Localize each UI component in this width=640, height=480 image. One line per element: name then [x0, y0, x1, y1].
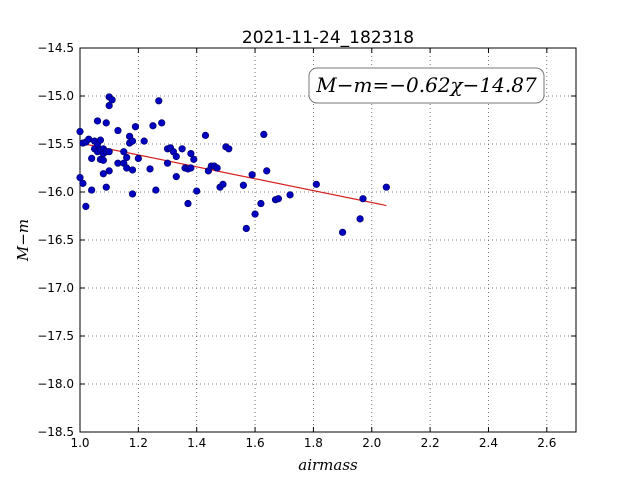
data-point: [286, 191, 294, 199]
fit-equation: M−m=−0.62χ−14.87: [315, 73, 537, 97]
x-tick-label: 2.2: [421, 436, 440, 450]
data-point: [193, 187, 201, 195]
x-tick-label: 1.6: [246, 436, 265, 450]
data-point: [239, 181, 247, 189]
data-point: [155, 97, 163, 105]
data-point: [123, 153, 131, 162]
x-tick-label: 1.4: [187, 436, 206, 450]
data-point: [257, 199, 265, 208]
data-point: [225, 145, 233, 153]
fit-line-group: [79, 142, 387, 207]
data-points: [76, 93, 390, 236]
data-point: [108, 96, 116, 104]
data-point: [114, 126, 122, 135]
data-point: [76, 174, 84, 182]
data-point: [184, 199, 192, 208]
data-point: [201, 131, 210, 139]
data-point: [128, 166, 137, 174]
data-point: [263, 167, 271, 175]
x-tick-label: 2.0: [362, 436, 381, 450]
x-tick-label: 1.8: [304, 436, 323, 450]
data-point: [219, 180, 227, 188]
grid-lines: [80, 48, 576, 432]
data-point: [76, 127, 84, 136]
data-point: [187, 150, 195, 158]
data-point: [102, 119, 110, 127]
x-tick-label: 1.0: [70, 436, 89, 450]
data-point: [120, 148, 128, 156]
data-point: [93, 117, 102, 125]
y-tick-label: −17.0: [37, 281, 74, 295]
data-point: [158, 119, 166, 127]
data-point: [128, 137, 137, 145]
data-point: [105, 148, 113, 156]
data-point: [190, 155, 198, 163]
data-point: [248, 171, 256, 179]
data-point: [105, 167, 113, 175]
data-point: [172, 152, 180, 161]
data-point: [99, 156, 107, 164]
data-point: [88, 154, 96, 162]
data-point: [79, 179, 87, 187]
data-point: [128, 190, 137, 198]
fit-annotation: M−m=−0.62χ−14.87: [308, 67, 545, 104]
data-point: [382, 183, 390, 191]
data-point: [178, 145, 186, 153]
y-tick-label: −14.5: [37, 41, 74, 55]
data-point: [213, 164, 221, 172]
y-tick-label: −18.0: [37, 377, 74, 391]
data-point: [172, 173, 180, 181]
data-point: [131, 123, 140, 131]
data-point: [149, 122, 157, 130]
x-axis-label: airmass: [298, 456, 358, 474]
chart-title: 2021-11-24_182318: [242, 28, 414, 48]
data-point: [312, 180, 320, 188]
fit-annotation-box: [308, 67, 545, 104]
y-tick-label: −16.5: [37, 233, 74, 247]
data-point: [359, 195, 367, 203]
data-point: [105, 101, 113, 110]
y-axis-label: M−m: [14, 219, 32, 262]
y-tick-label: −17.5: [37, 329, 74, 343]
data-point: [187, 164, 195, 172]
y-tick-label: −15.5: [37, 137, 74, 151]
y-tick-label: −18.5: [37, 425, 74, 439]
axis-ticks: 1.0 1.2 1.4 1.6 1.8 2.0 2.2 2.4 2.6 −18.5 −18.0 −17…: [37, 41, 576, 450]
x-tick-label: 2.6: [537, 436, 556, 450]
data-point: [356, 215, 364, 223]
data-point: [152, 186, 160, 194]
y-tick-label: −16.0: [37, 185, 74, 199]
x-tick-label: 2.4: [479, 436, 498, 450]
data-point: [163, 159, 172, 167]
data-point: [338, 228, 347, 236]
data-point: [82, 202, 90, 210]
data-point: [134, 154, 142, 162]
data-point: [88, 186, 96, 194]
fit-line: [79, 142, 387, 207]
data-point: [251, 210, 259, 218]
data-point: [96, 136, 105, 144]
data-point: [140, 137, 148, 145]
y-tick-label: −15.0: [37, 89, 74, 103]
data-point: [260, 130, 268, 138]
data-point: [242, 224, 250, 233]
data-point: [146, 165, 154, 173]
data-point: [102, 183, 110, 191]
data-point: [99, 170, 107, 178]
data-point: [274, 195, 283, 203]
x-tick-label: 1.2: [129, 436, 148, 450]
